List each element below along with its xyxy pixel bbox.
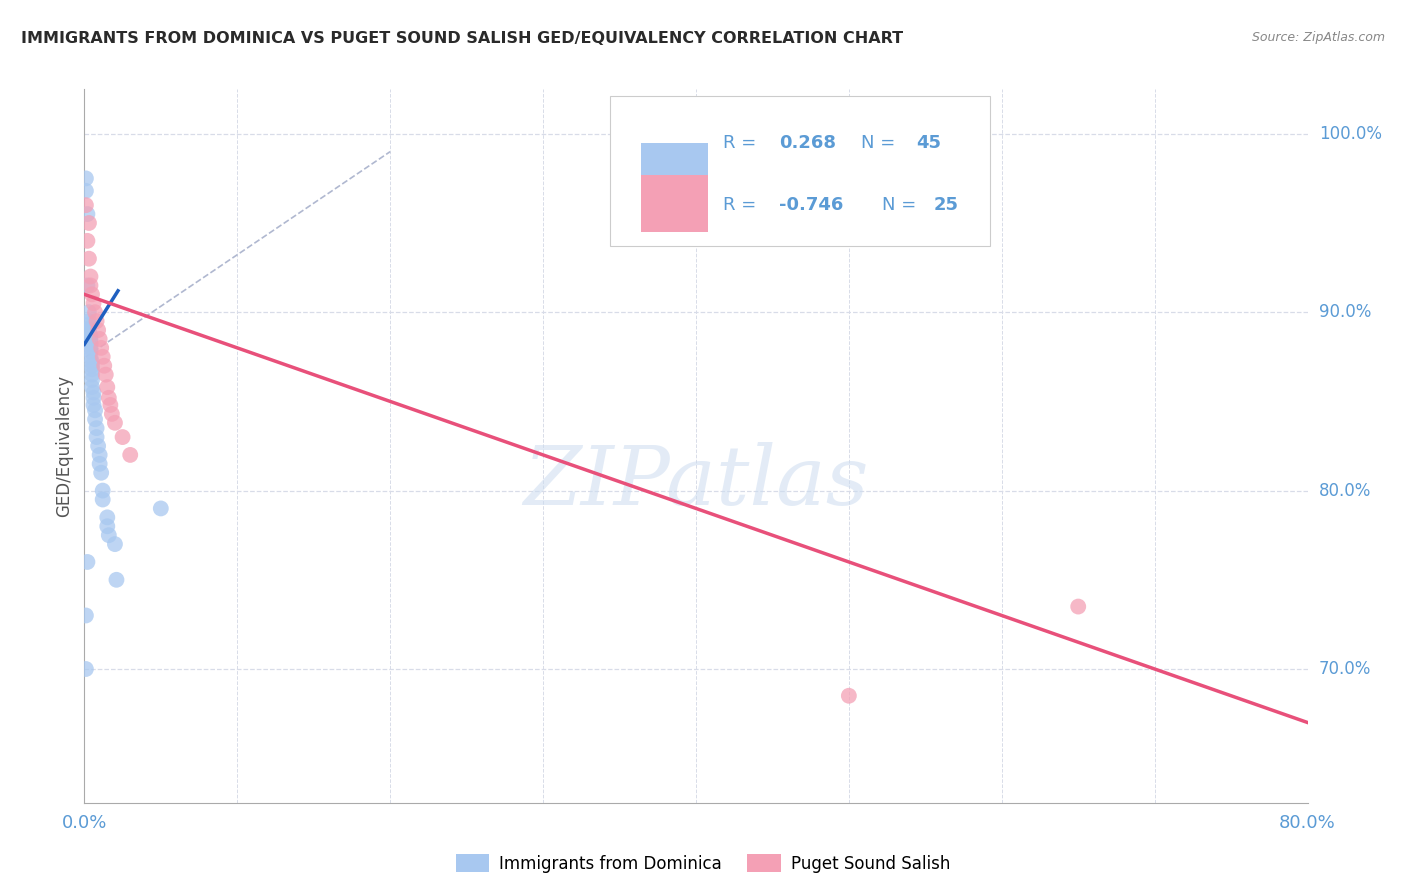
Point [94, 368, 117, 382]
Text: N =: N = [882, 196, 922, 214]
Point [77, 305, 100, 319]
Point [79, 341, 101, 355]
Text: 80.0%: 80.0% [1319, 482, 1371, 500]
Point [1067, 599, 1090, 614]
Point [91, 350, 114, 364]
Text: 90.0%: 90.0% [1319, 303, 1371, 321]
Point [77, 318, 100, 332]
Text: 45: 45 [917, 134, 941, 152]
Point [80, 368, 103, 382]
Point [80, 287, 103, 301]
Point [77, 326, 100, 341]
Point [86, 430, 108, 444]
Text: 0.268: 0.268 [779, 134, 837, 152]
Point [838, 689, 860, 703]
Point [91, 483, 114, 498]
Point [79, 344, 101, 359]
Point [80, 359, 103, 373]
Text: ZIPatlas: ZIPatlas [523, 442, 869, 522]
Point [86, 421, 108, 435]
Point [77, 216, 100, 230]
Point [76, 234, 98, 248]
Text: N =: N = [860, 134, 901, 152]
Point [91, 492, 114, 507]
Bar [641, 175, 709, 232]
Point [76, 278, 98, 293]
Point [84, 305, 107, 319]
Point [149, 501, 172, 516]
Point [77, 321, 100, 335]
Point [79, 328, 101, 343]
Point [75, 184, 97, 198]
Point [89, 332, 111, 346]
Point [86, 314, 108, 328]
Point [80, 355, 103, 369]
Text: R =: R = [723, 196, 762, 214]
Point [90, 341, 112, 355]
Point [89, 457, 111, 471]
Point [87, 323, 110, 337]
Point [83, 296, 105, 310]
Point [84, 412, 107, 426]
Point [83, 398, 105, 412]
Point [104, 416, 127, 430]
Point [79, 335, 101, 350]
Point [80, 373, 103, 387]
FancyBboxPatch shape [610, 96, 990, 246]
Point [77, 314, 100, 328]
Point [101, 407, 124, 421]
Legend: Immigrants from Dominica, Puget Sound Salish: Immigrants from Dominica, Puget Sound Sa… [450, 847, 956, 880]
Point [96, 510, 118, 524]
Point [96, 519, 118, 533]
Point [80, 362, 103, 376]
Text: IMMIGRANTS FROM DOMINICA VS PUGET SOUND SALISH GED/EQUIVALENCY CORRELATION CHART: IMMIGRANTS FROM DOMINICA VS PUGET SOUND … [21, 31, 903, 46]
Point [75, 608, 97, 623]
Text: 100.0%: 100.0% [1319, 125, 1382, 143]
Text: 25: 25 [934, 196, 959, 214]
Point [75, 171, 97, 186]
Point [76, 555, 98, 569]
Text: Source: ZipAtlas.com: Source: ZipAtlas.com [1251, 31, 1385, 45]
Point [75, 662, 97, 676]
Point [104, 537, 127, 551]
Point [105, 573, 128, 587]
Point [79, 350, 101, 364]
Point [111, 430, 134, 444]
Point [79, 337, 101, 351]
Point [77, 252, 100, 266]
Point [77, 323, 100, 337]
Point [83, 385, 105, 400]
Point [93, 359, 115, 373]
Point [97, 528, 120, 542]
Point [76, 207, 98, 221]
Point [120, 448, 142, 462]
Point [89, 448, 111, 462]
Point [79, 332, 101, 346]
Point [75, 198, 97, 212]
Point [80, 380, 103, 394]
Point [79, 278, 101, 293]
Y-axis label: GED/Equivalency: GED/Equivalency [55, 375, 73, 517]
Text: R =: R = [723, 134, 762, 152]
Point [87, 439, 110, 453]
Point [90, 466, 112, 480]
Point [79, 269, 101, 284]
Point [96, 380, 118, 394]
Bar [641, 143, 709, 200]
Point [84, 403, 107, 417]
Point [98, 398, 121, 412]
Text: 70.0%: 70.0% [1319, 660, 1371, 678]
Point [83, 391, 105, 405]
Text: -0.746: -0.746 [779, 196, 844, 214]
Point [97, 391, 120, 405]
